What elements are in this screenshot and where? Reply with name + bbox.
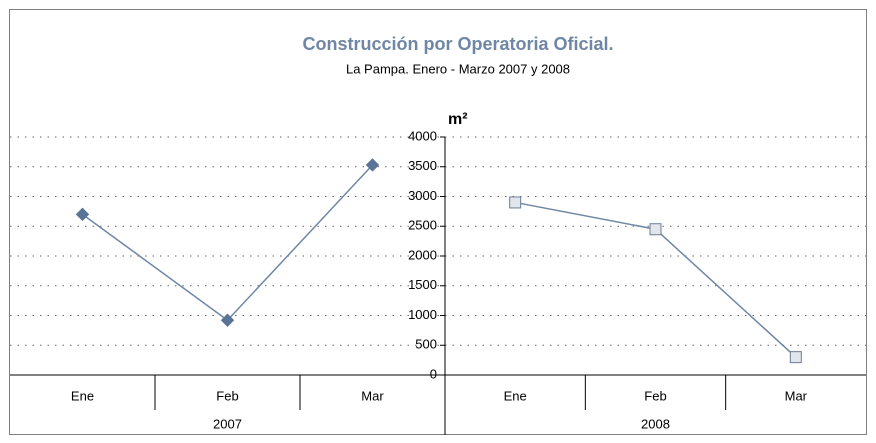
marker <box>220 313 235 327</box>
y-tick-label: 2500 <box>408 218 437 233</box>
x-tick-label: Feb <box>216 388 238 403</box>
y-axis-label: m² <box>448 111 468 128</box>
y-tick-label: 3500 <box>408 158 437 173</box>
x-tick-label: Mar <box>361 388 384 403</box>
y-tick-label: 500 <box>415 337 437 352</box>
marker <box>365 158 380 172</box>
marker <box>75 207 90 222</box>
chart-subtitle: La Pampa. Enero - Marzo 2007 y 2008 <box>346 61 570 76</box>
y-tick-label: 3000 <box>408 188 437 203</box>
x-tick-label: Mar <box>785 388 808 403</box>
group-label: 2008 <box>641 416 670 431</box>
marker <box>789 351 802 364</box>
x-tick-label: Feb <box>644 388 666 403</box>
x-tick-label: Ene <box>504 388 527 403</box>
y-tick-label: 2000 <box>408 247 437 262</box>
x-tick-label: Ene <box>71 388 94 403</box>
chart-frame <box>9 9 867 435</box>
chart-title: Construcción por Operatoria Oficial. <box>302 34 613 54</box>
y-tick-label: 1500 <box>408 277 437 292</box>
y-tick-label: 1000 <box>408 307 437 322</box>
y-tick-label: 4000 <box>408 128 437 143</box>
marker <box>649 223 662 236</box>
group-label: 2007 <box>213 416 242 431</box>
y-tick-label: 0 <box>430 366 437 381</box>
marker <box>509 196 522 209</box>
